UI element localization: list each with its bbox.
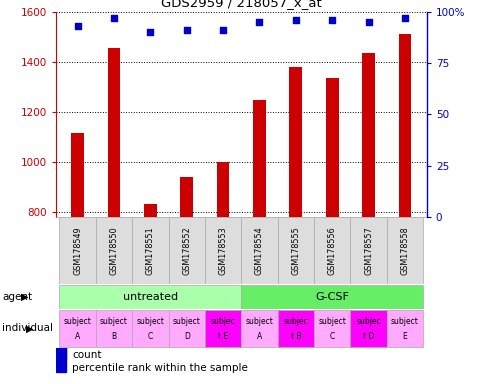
- Text: subject: subject: [63, 317, 91, 326]
- Text: subjec: subjec: [210, 317, 235, 326]
- FancyBboxPatch shape: [349, 217, 386, 284]
- Bar: [216, 162, 229, 384]
- Text: G-CSF: G-CSF: [315, 291, 348, 302]
- Bar: [325, 78, 338, 384]
- Text: A: A: [75, 332, 80, 341]
- Text: GSM178551: GSM178551: [146, 226, 154, 275]
- Title: GDS2959 / 218057_x_at: GDS2959 / 218057_x_at: [161, 0, 321, 9]
- Point: [182, 27, 190, 33]
- Point: [328, 17, 335, 23]
- Text: t E: t E: [217, 332, 228, 341]
- Text: count: count: [72, 350, 102, 360]
- FancyBboxPatch shape: [168, 217, 204, 284]
- Text: GSM178549: GSM178549: [73, 226, 82, 275]
- Point: [291, 17, 299, 23]
- Text: subject: subject: [245, 317, 273, 326]
- Point: [74, 23, 81, 29]
- Text: individual: individual: [2, 323, 53, 333]
- Bar: [56, 268, 66, 372]
- Text: subjec: subjec: [355, 317, 380, 326]
- Text: GSM178557: GSM178557: [363, 226, 372, 275]
- Text: percentile rank within the sample: percentile rank within the sample: [72, 364, 248, 374]
- FancyBboxPatch shape: [204, 310, 241, 347]
- FancyBboxPatch shape: [59, 285, 241, 309]
- Text: untreated: untreated: [122, 291, 178, 302]
- Text: E: E: [402, 332, 407, 341]
- Text: agent: agent: [2, 291, 32, 302]
- Text: subjec: subjec: [283, 317, 308, 326]
- Point: [219, 27, 227, 33]
- Bar: [107, 48, 120, 384]
- Text: t B: t B: [290, 332, 301, 341]
- Text: C: C: [329, 332, 334, 341]
- FancyBboxPatch shape: [132, 310, 168, 347]
- Point: [400, 15, 408, 21]
- Point: [255, 19, 263, 25]
- FancyBboxPatch shape: [59, 310, 95, 347]
- Text: subject: subject: [136, 317, 164, 326]
- FancyBboxPatch shape: [277, 217, 314, 284]
- Text: GSM178552: GSM178552: [182, 226, 191, 275]
- FancyBboxPatch shape: [241, 285, 422, 309]
- Text: subject: subject: [100, 317, 128, 326]
- FancyBboxPatch shape: [132, 217, 168, 284]
- FancyBboxPatch shape: [241, 217, 277, 284]
- FancyBboxPatch shape: [95, 217, 132, 284]
- FancyBboxPatch shape: [314, 310, 349, 347]
- FancyBboxPatch shape: [59, 217, 95, 284]
- FancyBboxPatch shape: [95, 310, 132, 347]
- Text: subject: subject: [390, 317, 418, 326]
- Text: ▶: ▶: [21, 291, 29, 302]
- Text: subject: subject: [172, 317, 200, 326]
- Text: C: C: [148, 332, 152, 341]
- Text: ▶: ▶: [26, 323, 33, 333]
- Text: B: B: [111, 332, 116, 341]
- Text: t D: t D: [362, 332, 374, 341]
- Point: [146, 29, 154, 35]
- Text: A: A: [257, 332, 261, 341]
- Text: GSM178553: GSM178553: [218, 226, 227, 275]
- Bar: [253, 101, 265, 384]
- FancyBboxPatch shape: [204, 217, 241, 284]
- Point: [110, 15, 118, 21]
- FancyBboxPatch shape: [168, 310, 204, 347]
- FancyBboxPatch shape: [349, 310, 386, 347]
- FancyBboxPatch shape: [386, 217, 422, 284]
- Text: GSM178556: GSM178556: [327, 226, 336, 275]
- FancyBboxPatch shape: [386, 310, 422, 347]
- Bar: [56, 255, 66, 359]
- Bar: [362, 53, 374, 384]
- Bar: [289, 67, 302, 384]
- Text: GSM178554: GSM178554: [255, 226, 263, 275]
- Bar: [398, 34, 410, 384]
- Text: subject: subject: [318, 317, 346, 326]
- Point: [364, 19, 372, 25]
- Bar: [180, 177, 193, 384]
- Bar: [71, 133, 84, 384]
- Text: GSM178558: GSM178558: [400, 226, 408, 275]
- Bar: [144, 204, 156, 384]
- Text: GSM178555: GSM178555: [291, 226, 300, 275]
- Text: D: D: [183, 332, 189, 341]
- Text: GSM178550: GSM178550: [109, 226, 118, 275]
- FancyBboxPatch shape: [314, 217, 349, 284]
- FancyBboxPatch shape: [277, 310, 314, 347]
- FancyBboxPatch shape: [241, 310, 277, 347]
